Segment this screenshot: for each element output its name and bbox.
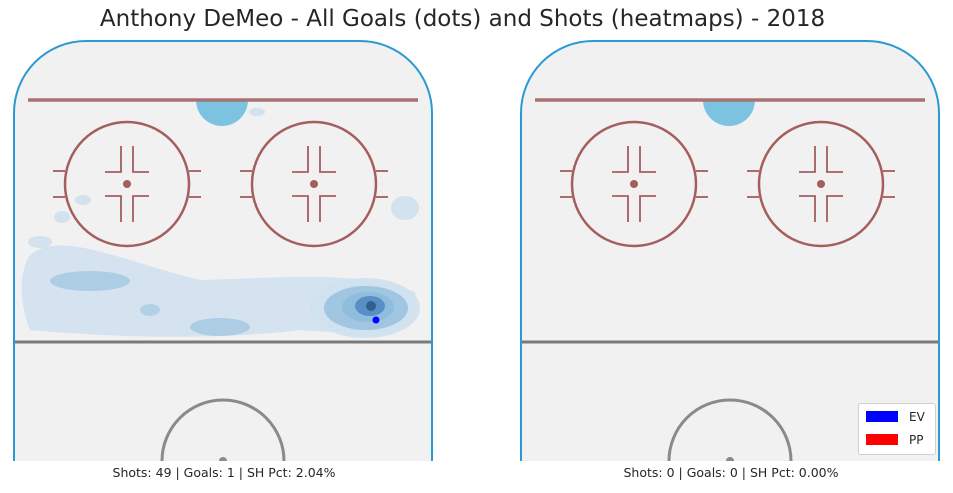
- rink-ice: [521, 41, 939, 461]
- faceoff-hash: [319, 146, 336, 173]
- faceoff-dot: [123, 180, 131, 188]
- legend-label-ev: EV: [909, 410, 925, 424]
- legend-swatch-ev: [866, 411, 898, 422]
- faceoff-hash: [105, 146, 122, 173]
- rink-surface: [14, 41, 432, 461]
- faceoff-hash: [132, 195, 149, 222]
- center-circle: [160, 398, 286, 462]
- heat-blob: [391, 196, 419, 220]
- faceoff-hash: [292, 195, 309, 222]
- heat-blob: [140, 304, 160, 316]
- faceoff-hash: [612, 195, 629, 222]
- heat-blob: [366, 301, 376, 311]
- faceoff-ring: [570, 120, 698, 248]
- faceoff-circle: [747, 120, 895, 248]
- panel-stats-left: Shots: 49 | Goals: 1 | SH Pct: 2.04%: [112, 465, 336, 480]
- rink-boards: [13, 40, 433, 461]
- faceoff-hash: [826, 146, 843, 173]
- faceoff-circle: [240, 120, 388, 248]
- heat-blob: [54, 211, 70, 223]
- heat-blob: [249, 108, 265, 116]
- goal-crease: [196, 100, 248, 126]
- faceoff-ring: [63, 120, 191, 248]
- center-dot: [219, 457, 227, 461]
- rink-surface: [521, 41, 939, 461]
- faceoff-hash: [105, 195, 122, 222]
- center-dot: [726, 457, 734, 461]
- faceoff-hash: [799, 195, 816, 222]
- faceoff-dot: [817, 180, 825, 188]
- faceoff-circle: [560, 120, 708, 248]
- heat-blob: [50, 271, 130, 291]
- rink-boards: [520, 40, 940, 461]
- faceoff-hash: [639, 195, 656, 222]
- faceoff-dot: [310, 180, 318, 188]
- faceoff-hash: [292, 146, 309, 173]
- faceoff-ring: [757, 120, 885, 248]
- faceoff-hash: [612, 146, 629, 173]
- rink-markings: [13, 40, 433, 462]
- goal-dots: [372, 316, 380, 324]
- goal-crease: [703, 100, 755, 126]
- faceoff-hash: [319, 195, 336, 222]
- center-circle: [667, 398, 793, 462]
- shot-heatmap: [21, 108, 420, 338]
- legend: EV PP: [858, 403, 936, 455]
- heat-blob: [28, 236, 52, 248]
- faceoff-hash: [639, 146, 656, 173]
- faceoff-dot: [630, 180, 638, 188]
- chart-title: Anthony DeMeo - All Goals (dots) and Sho…: [99, 6, 826, 32]
- rink-ice: [14, 41, 432, 461]
- faceoff-circle: [53, 120, 201, 248]
- faceoff-hash: [826, 195, 843, 222]
- heat-blob: [75, 195, 91, 205]
- legend-label-pp: PP: [909, 433, 924, 447]
- faceoff-hash: [799, 146, 816, 173]
- panel-stats-right: Shots: 0 | Goals: 0 | SH Pct: 0.00%: [623, 465, 839, 480]
- faceoff-hash: [132, 146, 149, 173]
- heat-blob: [190, 318, 250, 336]
- rink-markings: [520, 40, 940, 462]
- legend-swatch-pp: [866, 434, 898, 445]
- goal-dot-ev: [372, 316, 380, 324]
- faceoff-ring: [250, 120, 378, 248]
